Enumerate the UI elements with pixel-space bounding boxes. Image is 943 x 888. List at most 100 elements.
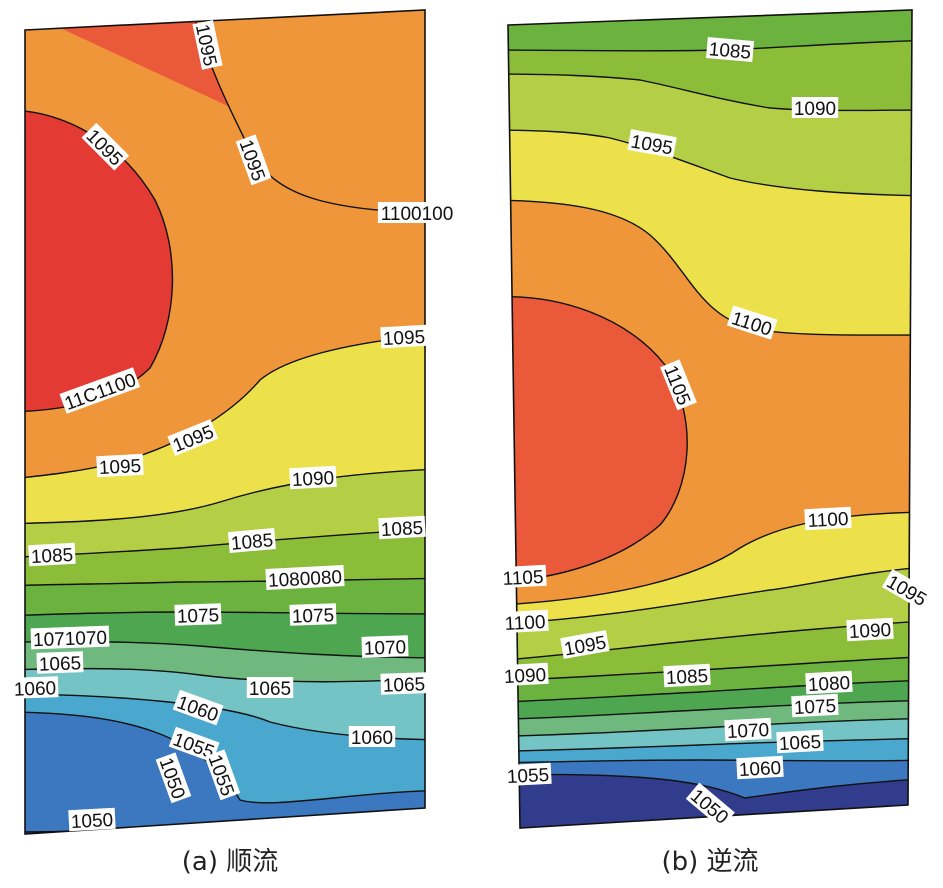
contour-label-a: 1071070	[30, 625, 110, 652]
contour-label-a: 1095	[96, 453, 144, 479]
contour-label-text: 1070	[364, 637, 407, 659]
plot-frame-a	[24, 9, 426, 835]
contour-label-text: 1060	[14, 678, 57, 700]
contour-label-bg	[560, 630, 610, 659]
contour-label-text: 1065	[778, 732, 821, 755]
contour-label-bg	[706, 37, 755, 62]
contour-label-bg	[192, 20, 223, 70]
contour-label-text: 1080080	[268, 567, 343, 592]
contour-label-a: 1085	[227, 528, 276, 555]
contour-label-b: 1075	[791, 693, 839, 719]
contour-label-bg	[155, 752, 192, 804]
contour-label-bg	[724, 717, 772, 742]
caption-a: (a) 顺流	[182, 847, 279, 877]
contour-label-bg	[81, 122, 130, 171]
contour-label-bg	[168, 726, 220, 763]
contour-label-bg	[726, 305, 778, 340]
contour-label-a: 1065	[246, 677, 294, 700]
contour-label-bg	[265, 564, 345, 591]
contour-label-a: 1075	[289, 603, 337, 628]
contour-label-bg	[499, 564, 547, 589]
contour-label-b: 1085	[706, 37, 755, 64]
contour-label-bg	[501, 662, 549, 687]
contour-label-text: 1085	[230, 530, 274, 555]
contour-label-bg	[246, 677, 294, 698]
contour-label-bg	[663, 663, 711, 688]
contour-label-a: 1060	[11, 676, 59, 701]
contour-label-bg	[380, 672, 428, 695]
contour-label-text: 1090	[848, 620, 891, 643]
contour-label-bg	[501, 609, 549, 634]
contour-label-bg	[174, 603, 222, 626]
plot-frame-b	[507, 9, 913, 829]
contour-label-text: 1085	[380, 518, 423, 541]
contour-label-bg	[28, 542, 76, 567]
contour-label-bg	[736, 755, 784, 780]
contour-label-b: 1090	[501, 662, 549, 688]
contour-label-text: 1071070	[33, 628, 108, 652]
contour-label-text: 1070	[726, 720, 769, 743]
contour-label-a: 1060	[348, 726, 396, 749]
contour-label-bg	[59, 367, 141, 414]
contour-label-a: 1085	[28, 542, 76, 568]
contour-label-a: 1075	[174, 603, 222, 628]
contour-label-text: 1075	[292, 605, 335, 627]
contour-label-bg	[96, 453, 144, 478]
contour-label-bg	[348, 726, 396, 747]
contour-label-bg	[172, 689, 224, 726]
contour-label-bg	[377, 202, 457, 223]
band-1100-core-a	[25, 109, 173, 412]
contour-label-text: 1055	[506, 765, 549, 788]
contour-label-bg	[805, 670, 853, 695]
contour-label-text: 1100	[504, 612, 546, 635]
contour-label-text: 1090	[291, 468, 334, 491]
contour-label-text: 1105	[502, 567, 544, 590]
contour-label-bg	[361, 635, 409, 658]
contour-label-text: 1065	[39, 653, 82, 675]
contour-label-text: 1095	[382, 327, 425, 350]
contour-label-bg	[11, 676, 59, 699]
contour-label-bg	[791, 693, 839, 718]
contour-label-bg	[804, 506, 852, 531]
contour-label-b: 1100	[501, 609, 549, 635]
contour-label-bg	[36, 651, 84, 674]
contour-label-b: 1100	[804, 506, 852, 532]
contour-label-bg	[289, 465, 337, 490]
contour-label-a: 1085	[378, 515, 426, 541]
contour-label-text: 1050	[70, 810, 113, 833]
contour-label-a: 1065	[36, 651, 84, 676]
contour-label-bg	[235, 134, 272, 186]
contour-label-bg	[204, 749, 241, 801]
contour-label-b: 1070	[724, 717, 772, 743]
contour-label-bg	[776, 729, 824, 754]
contour-label-bg	[846, 617, 894, 642]
contour-label-text: 1080	[807, 673, 850, 696]
contour-label-bg	[289, 603, 337, 626]
contour-label-bg	[380, 324, 428, 349]
caption-b: (b) 逆流	[661, 847, 758, 877]
contour-label-bg	[167, 419, 219, 456]
contour-label-a: 1050	[68, 807, 116, 833]
contour-label-bg	[504, 762, 552, 787]
contour-label-text: 1075	[177, 605, 220, 627]
contour-label-text: 1100100	[381, 204, 454, 225]
contour-label-text: 1075	[793, 696, 836, 719]
contour-label-b: 1080	[805, 670, 853, 696]
contour-label-bg	[627, 129, 677, 158]
contour-label-a: 1090	[289, 465, 337, 491]
contour-label-text: 1090	[794, 99, 836, 120]
contour-label-bg	[30, 625, 110, 650]
contour-label-text: 1085	[665, 666, 708, 689]
contour-label-text: 1085	[708, 39, 752, 64]
contour-label-text: 1065	[249, 679, 291, 700]
contour-label-bg	[227, 528, 276, 553]
contour-label-text: 1065	[383, 674, 426, 696]
contour-label-a: 1070	[361, 635, 409, 660]
contour-label-bg	[68, 807, 116, 832]
contour-label-text: 1100	[807, 509, 849, 532]
band-1105-core-b	[508, 296, 688, 584]
